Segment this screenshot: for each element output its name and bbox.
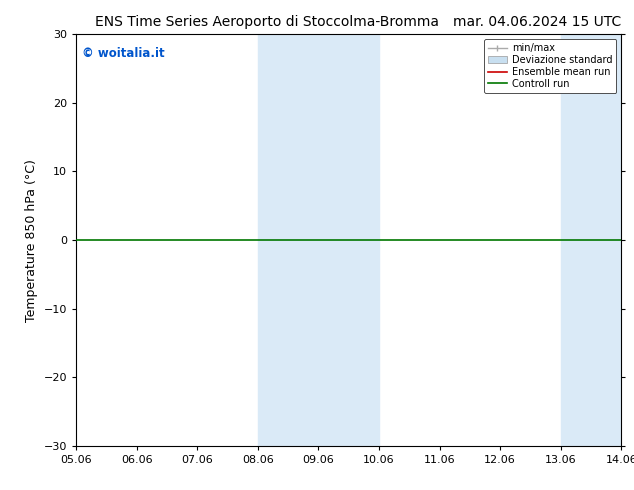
Text: © woitalia.it: © woitalia.it — [82, 47, 164, 60]
Text: ENS Time Series Aeroporto di Stoccolma-Bromma: ENS Time Series Aeroporto di Stoccolma-B… — [95, 15, 439, 29]
Y-axis label: Temperature 850 hPa (°C): Temperature 850 hPa (°C) — [25, 159, 38, 321]
Bar — [258, 34, 379, 446]
Legend: min/max, Deviazione standard, Ensemble mean run, Controll run: min/max, Deviazione standard, Ensemble m… — [484, 39, 616, 93]
Bar — [560, 34, 621, 446]
Text: mar. 04.06.2024 15 UTC: mar. 04.06.2024 15 UTC — [453, 15, 621, 29]
